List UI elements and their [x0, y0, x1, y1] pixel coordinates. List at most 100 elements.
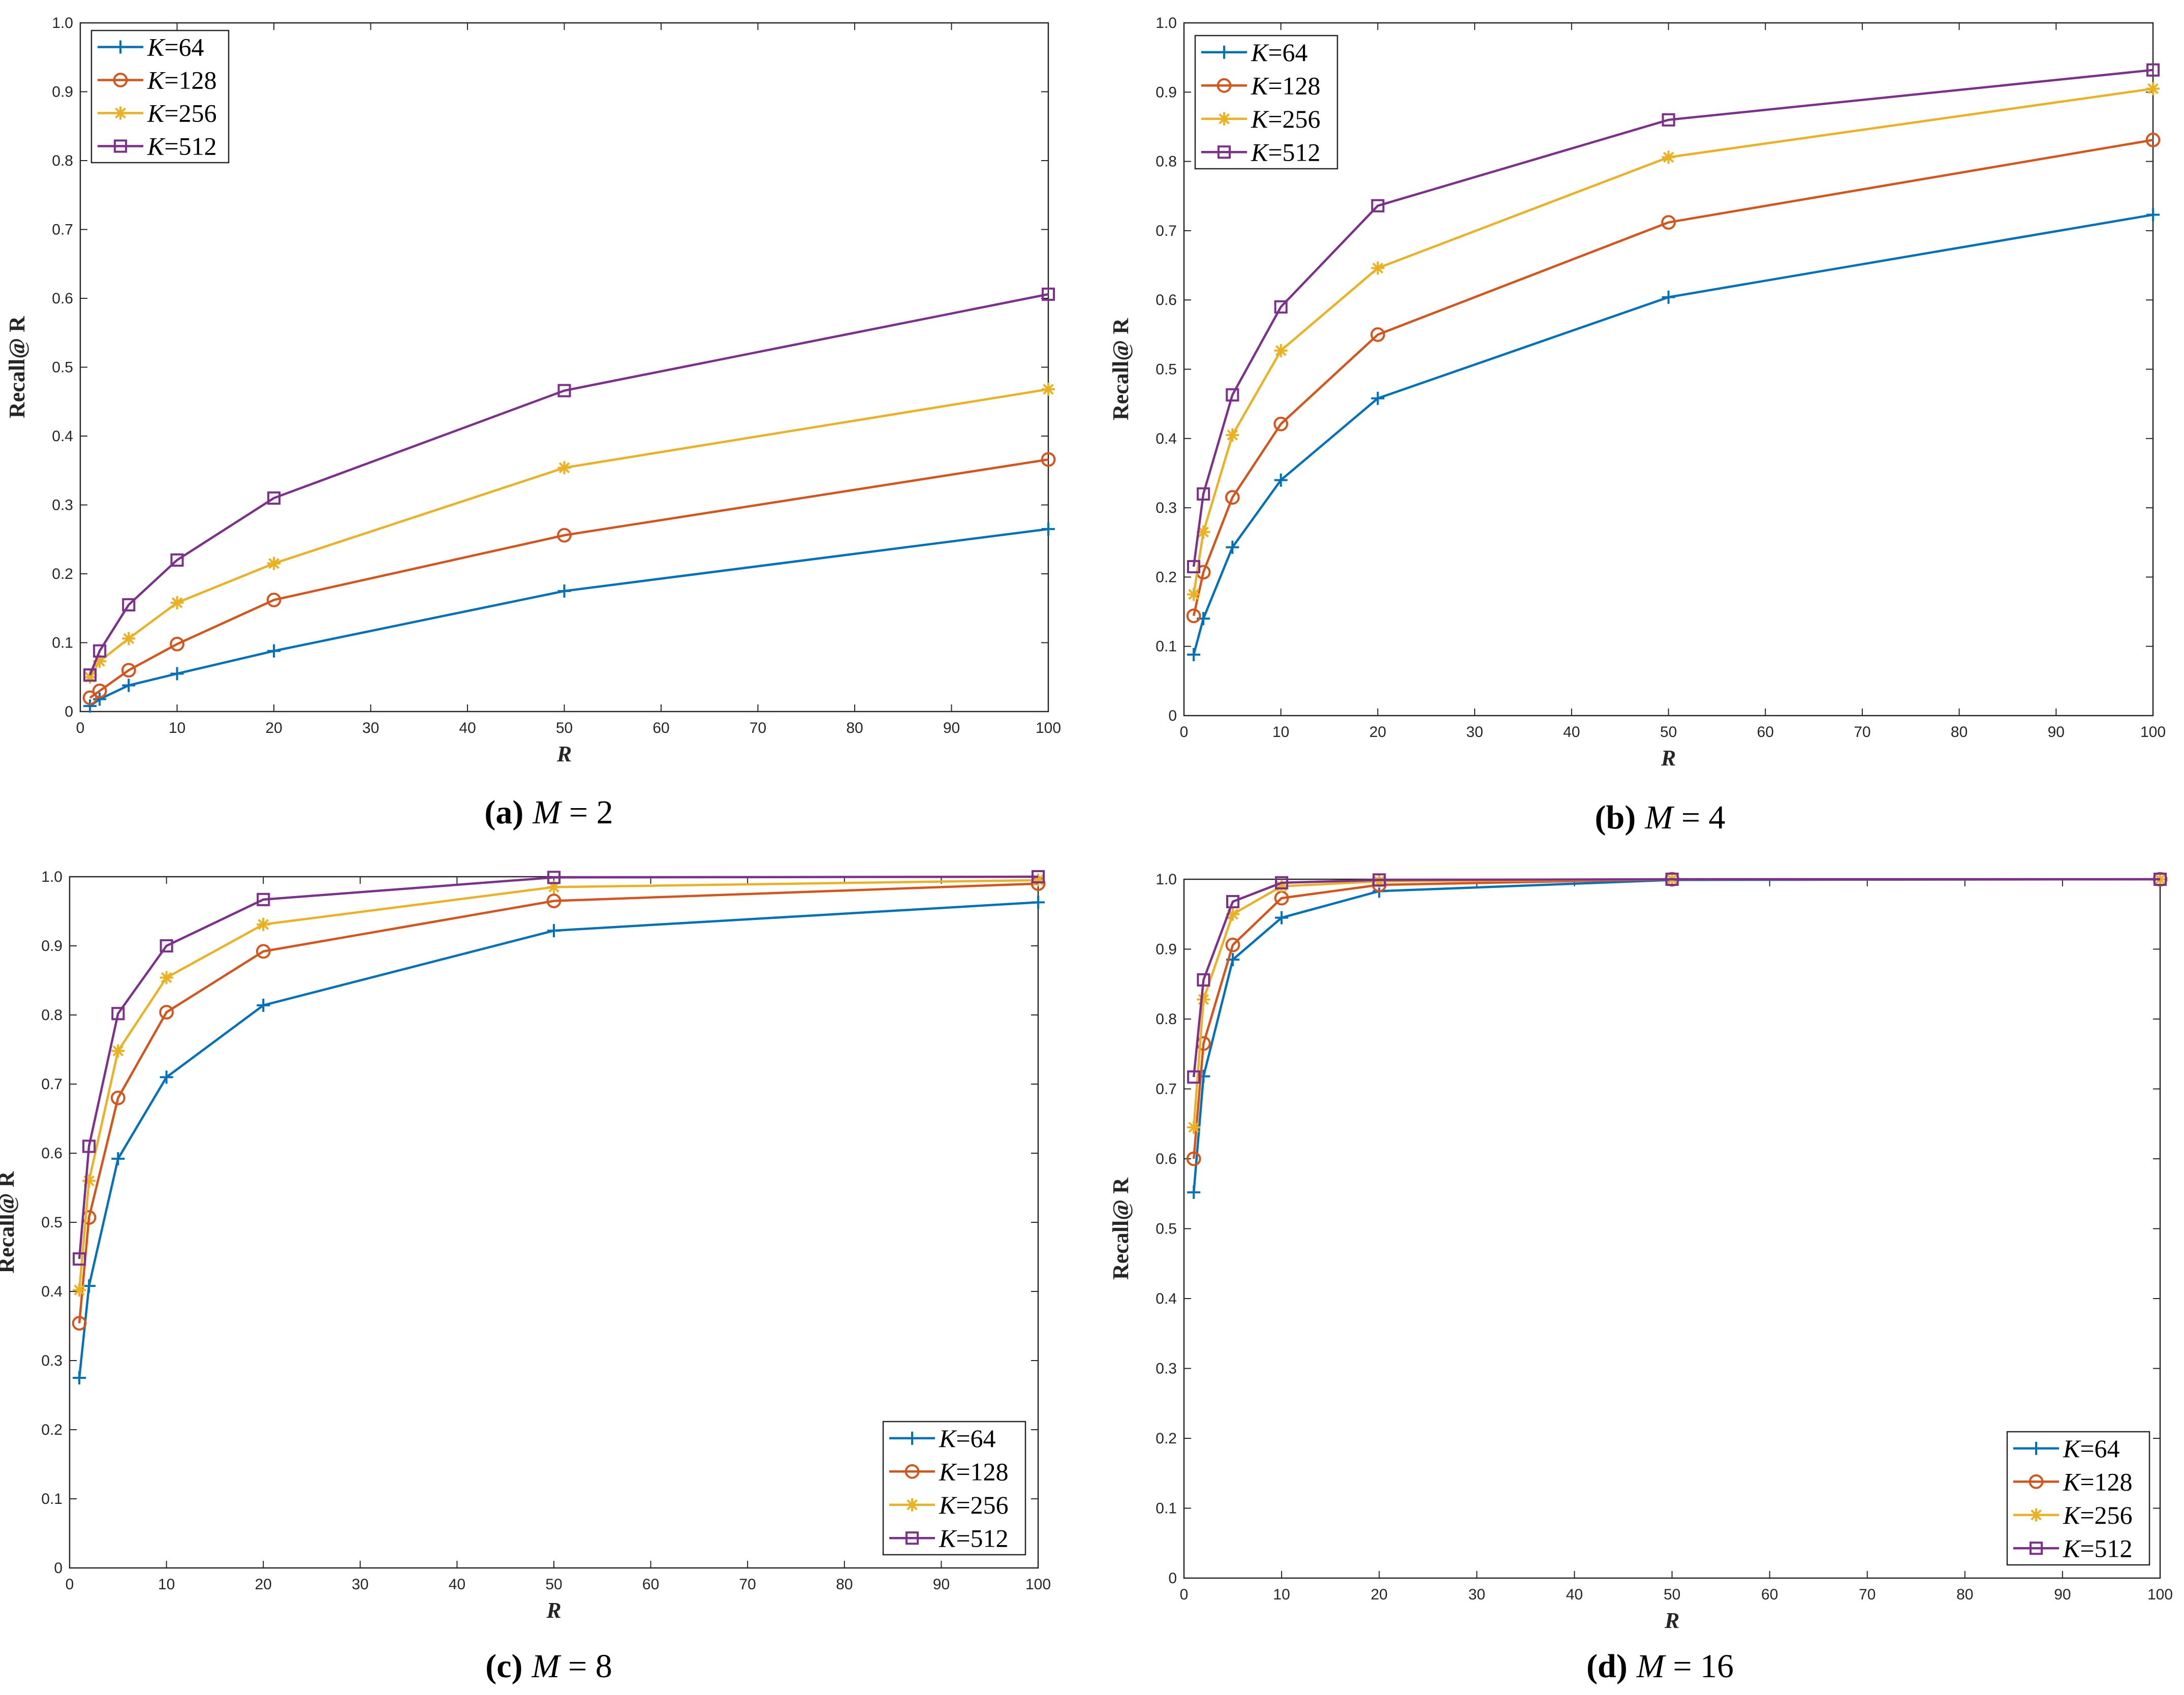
- x-tick-label: 40: [459, 720, 476, 736]
- legend-label-var: K: [2063, 1467, 2081, 1496]
- caption-var: M: [1644, 799, 1675, 836]
- data-point: [1041, 287, 1055, 301]
- data-point: [546, 893, 561, 908]
- data-point: [72, 1316, 87, 1331]
- legend-label: K=256: [2063, 1501, 2133, 1529]
- data-point: [82, 1139, 96, 1153]
- x-tick-label: 90: [933, 1576, 950, 1593]
- data-point: [1197, 487, 1210, 501]
- data-point: [1186, 608, 1201, 624]
- legend-marker: [113, 73, 128, 87]
- data-point: [1274, 300, 1288, 314]
- legend-label-var: K: [147, 66, 166, 95]
- legend-label-var: K: [2063, 1501, 2081, 1529]
- y-tick-label: 0.3: [41, 1352, 63, 1369]
- y-tick-label: 0.9: [52, 84, 73, 101]
- data-point: [111, 1007, 125, 1021]
- x-axis-label: R: [1661, 746, 1676, 771]
- legend-label-var: K: [939, 1491, 957, 1519]
- series-K=512: [1187, 63, 2160, 574]
- x-tick-label: 20: [255, 1576, 272, 1593]
- x-tick-label: 20: [1369, 724, 1386, 741]
- data-point: [122, 598, 136, 612]
- x-axis-label: R: [1664, 1608, 1679, 1633]
- x-tick-label: 90: [2048, 724, 2065, 741]
- caption-b: (b) M = 4: [1595, 799, 1726, 836]
- x-tick-label: 100: [2147, 1586, 2173, 1603]
- x-tick-label: 90: [2054, 1586, 2071, 1603]
- caption-rel: = 2: [560, 794, 613, 831]
- legend-marker: [1216, 78, 1232, 93]
- series-K=512: [73, 870, 1045, 1266]
- y-tick-label: 0.9: [1156, 941, 1177, 958]
- plot-area: [69, 876, 1039, 1569]
- legend-label: K=64: [1251, 38, 1308, 67]
- y-tick-label: 0.1: [41, 1491, 63, 1507]
- x-tick-label: 60: [1757, 724, 1774, 741]
- x-tick-label: 70: [739, 1576, 756, 1593]
- y-tick-label: 0.5: [1156, 361, 1177, 378]
- data-point: [256, 944, 271, 959]
- legend-label: K=64: [147, 33, 204, 61]
- data-point: [266, 593, 282, 607]
- chart-panel-c: 0 10 20 30 40 50 60 70 80 90 100 0 0.1 0.2 0.3 0.4 0.5 0.…: [0, 869, 1051, 1623]
- data-point: [73, 1371, 86, 1384]
- data-point: [82, 690, 98, 705]
- x-tick-label: 100: [2140, 724, 2166, 741]
- y-tick-label: 0.1: [1156, 1500, 1177, 1517]
- x-tick-label: 50: [556, 720, 573, 736]
- legend-label-var: K: [147, 33, 166, 61]
- data-point: [2146, 63, 2160, 77]
- legend-label-var: K: [147, 99, 166, 128]
- plot-area: [1183, 878, 2161, 1579]
- y-tick-label: 0.5: [41, 1214, 63, 1231]
- series-line: [78, 882, 1039, 1323]
- legend-marker: [2029, 1542, 2043, 1555]
- data-point: [1274, 344, 1288, 357]
- caption-letter: (c): [485, 1648, 522, 1685]
- data-point: [1041, 452, 1056, 467]
- data-point: [92, 684, 107, 698]
- legend-label-value: =256: [164, 99, 216, 128]
- legend-label-value: =64: [1268, 38, 1307, 67]
- data-point: [111, 1044, 125, 1058]
- data-point: [160, 1070, 173, 1084]
- y-tick-label: 0.8: [41, 1007, 63, 1024]
- y-tick-label: 0.9: [1156, 84, 1177, 101]
- data-point: [121, 663, 136, 678]
- data-point: [547, 924, 560, 938]
- x-tick-label: 60: [652, 720, 669, 736]
- legend-label: K=128: [2063, 1467, 2133, 1496]
- legend-label: K=512: [2063, 1534, 2133, 1562]
- data-point: [1042, 382, 1055, 396]
- legend-label-var: K: [1251, 105, 1269, 133]
- y-tick-label: 0.2: [1156, 569, 1177, 585]
- data-point: [1371, 199, 1385, 212]
- y-tick-label: 0.5: [52, 359, 73, 376]
- legend-label: K=64: [939, 1424, 996, 1453]
- legend-label-value: =128: [164, 66, 216, 95]
- legend-marker: [1218, 45, 1231, 59]
- data-point: [557, 584, 571, 598]
- data-point: [1371, 391, 1385, 405]
- series-line: [1192, 139, 2154, 617]
- x-tick-label: 80: [1951, 724, 1968, 741]
- data-point: [170, 636, 184, 652]
- legend-label-var: K: [2063, 1534, 2081, 1562]
- series-line: [1192, 69, 2154, 567]
- x-tick-label: 30: [1466, 724, 1483, 741]
- data-point: [1274, 473, 1288, 487]
- data-point: [83, 668, 97, 682]
- series-K=64: [83, 522, 1055, 713]
- y-tick-label: 1.0: [41, 869, 63, 885]
- data-point: [2153, 872, 2167, 886]
- legend-label: K=64: [2063, 1434, 2120, 1463]
- y-axis-label: Recall@ R: [5, 316, 29, 418]
- legend-label-var: K: [939, 1424, 957, 1453]
- series-line: [78, 875, 1039, 1259]
- x-tick-label: 0: [66, 1576, 74, 1593]
- legend-marker: [114, 106, 127, 120]
- data-point: [1662, 113, 1675, 127]
- x-tick-label: 10: [169, 720, 185, 736]
- y-tick-label: 0.4: [1156, 1290, 1177, 1307]
